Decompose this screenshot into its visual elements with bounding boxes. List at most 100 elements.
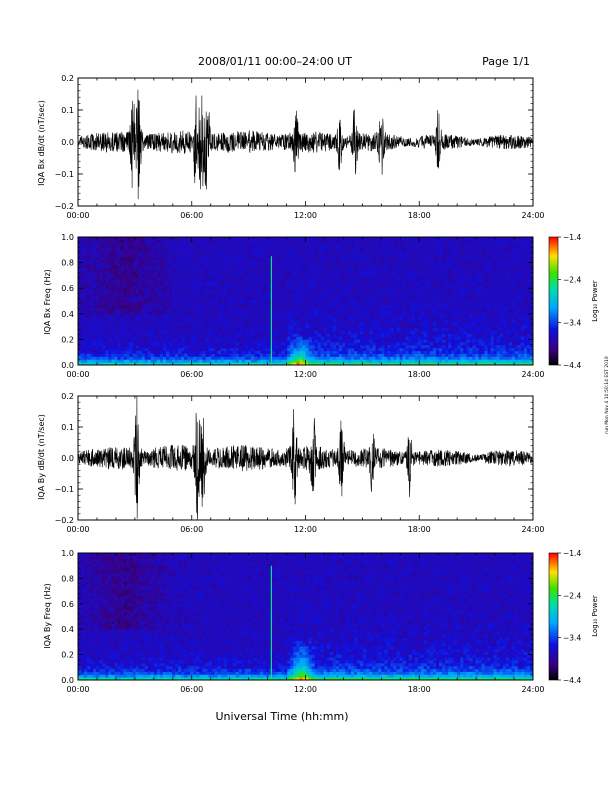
heatmap-cell bbox=[208, 279, 212, 283]
heatmap-cell bbox=[326, 279, 331, 283]
heatmap-cell bbox=[117, 347, 121, 352]
heatmap-cell bbox=[354, 242, 358, 246]
heatmap-cell bbox=[232, 671, 237, 675]
heatmap-cell bbox=[454, 353, 458, 357]
heatmap-cell bbox=[144, 668, 149, 672]
heatmap-cell bbox=[357, 325, 361, 329]
heatmap-cell bbox=[111, 330, 115, 335]
heatmap-cell bbox=[199, 595, 203, 599]
panel-by-dbdt-trace bbox=[77, 395, 534, 520]
heatmap-cell bbox=[217, 663, 221, 667]
heatmap-cell bbox=[226, 296, 231, 300]
heatmap-cell bbox=[314, 325, 319, 329]
heatmap-cell bbox=[190, 668, 194, 672]
heatmap-cell bbox=[162, 245, 167, 249]
heatmap-cell bbox=[526, 305, 531, 309]
heatmap-cell bbox=[78, 350, 82, 355]
heatmap-cell bbox=[178, 612, 182, 616]
heatmap-cell bbox=[511, 336, 516, 340]
heatmap-cell bbox=[384, 305, 388, 309]
heatmap-cell bbox=[369, 342, 373, 346]
heatmap-cell bbox=[396, 319, 400, 323]
heatmap-cell bbox=[526, 359, 531, 363]
heatmap-cell bbox=[526, 310, 531, 315]
heatmap-cell bbox=[526, 322, 531, 326]
heatmap-cell bbox=[481, 359, 485, 363]
heatmap-cell bbox=[172, 660, 176, 664]
y-tick-label: 0.6 bbox=[61, 284, 74, 293]
y-tick-label: −0.1 bbox=[55, 170, 74, 179]
heatmap-cell bbox=[193, 586, 197, 591]
heatmap-cell bbox=[156, 342, 161, 346]
heatmap-cell bbox=[123, 617, 127, 622]
heatmap-cell bbox=[457, 356, 461, 360]
heatmap-cell bbox=[108, 674, 112, 678]
heatmap-cell bbox=[417, 299, 422, 303]
heatmap-cell bbox=[463, 353, 467, 357]
heatmap-cell bbox=[90, 674, 94, 678]
heatmap-cell bbox=[238, 259, 243, 263]
heatmap-cell bbox=[196, 623, 200, 627]
heatmap-cell bbox=[99, 342, 103, 346]
heatmap-cell bbox=[141, 242, 146, 246]
heatmap-cell bbox=[184, 584, 188, 588]
heatmap-cell bbox=[150, 276, 155, 281]
heatmap-cell bbox=[417, 256, 422, 261]
heatmap-cell bbox=[169, 282, 173, 286]
heatmap-cell bbox=[114, 282, 118, 286]
heatmap-cell bbox=[147, 285, 152, 289]
heatmap-cell bbox=[514, 359, 519, 363]
heatmap-cell bbox=[332, 359, 337, 363]
heatmap-cell bbox=[99, 353, 103, 357]
heatmap-cell bbox=[199, 617, 203, 622]
heatmap-cell bbox=[205, 256, 209, 261]
heatmap-cell bbox=[141, 612, 146, 616]
heatmap-cell bbox=[135, 362, 140, 366]
heatmap-cell bbox=[472, 308, 476, 312]
heatmap-cell bbox=[208, 657, 212, 661]
heatmap-cell bbox=[302, 319, 306, 323]
heatmap-cell bbox=[138, 248, 143, 252]
heatmap-cell bbox=[162, 271, 167, 275]
heatmap-cell bbox=[84, 296, 88, 300]
heatmap-cell bbox=[150, 299, 155, 303]
heatmap-cell bbox=[496, 345, 501, 349]
heatmap-cell bbox=[308, 356, 312, 360]
heatmap-cell bbox=[129, 259, 133, 263]
heatmap-cell bbox=[408, 251, 413, 255]
heatmap-cell bbox=[123, 242, 127, 246]
heatmap-cell bbox=[472, 322, 476, 326]
heatmap-cell bbox=[129, 668, 133, 672]
heatmap-cell bbox=[84, 342, 88, 346]
heatmap-cell bbox=[120, 262, 124, 266]
heatmap-cell bbox=[190, 648, 194, 653]
heatmap-cell bbox=[153, 558, 158, 562]
heatmap-cell bbox=[281, 350, 285, 355]
heatmap-cell bbox=[205, 663, 209, 667]
heatmap-cell bbox=[102, 271, 106, 275]
heatmap-cell bbox=[159, 265, 164, 269]
heatmap-cell bbox=[423, 353, 428, 357]
heatmap-cell bbox=[517, 265, 522, 269]
heatmap-cell bbox=[511, 319, 516, 323]
heatmap-cell bbox=[499, 313, 504, 318]
heatmap-cell bbox=[344, 353, 349, 357]
heatmap-cell bbox=[220, 282, 224, 286]
heatmap-cell bbox=[147, 660, 152, 664]
heatmap-cell bbox=[132, 333, 137, 337]
heatmap-cell bbox=[178, 654, 182, 658]
heatmap-cell bbox=[132, 663, 137, 667]
heatmap-cell bbox=[432, 285, 437, 289]
heatmap-cell bbox=[120, 342, 124, 346]
heatmap-cell bbox=[205, 282, 209, 286]
heatmap-cell bbox=[96, 310, 100, 315]
heatmap-cell bbox=[132, 595, 137, 599]
heatmap-cell bbox=[235, 328, 240, 332]
heatmap-cell bbox=[442, 259, 446, 263]
heatmap-cell bbox=[193, 356, 197, 360]
heatmap-cell bbox=[108, 603, 112, 608]
heatmap-cell bbox=[117, 567, 121, 571]
heatmap-cell bbox=[335, 291, 340, 295]
heatmap-cell bbox=[241, 313, 246, 318]
heatmap-cell bbox=[417, 282, 422, 286]
